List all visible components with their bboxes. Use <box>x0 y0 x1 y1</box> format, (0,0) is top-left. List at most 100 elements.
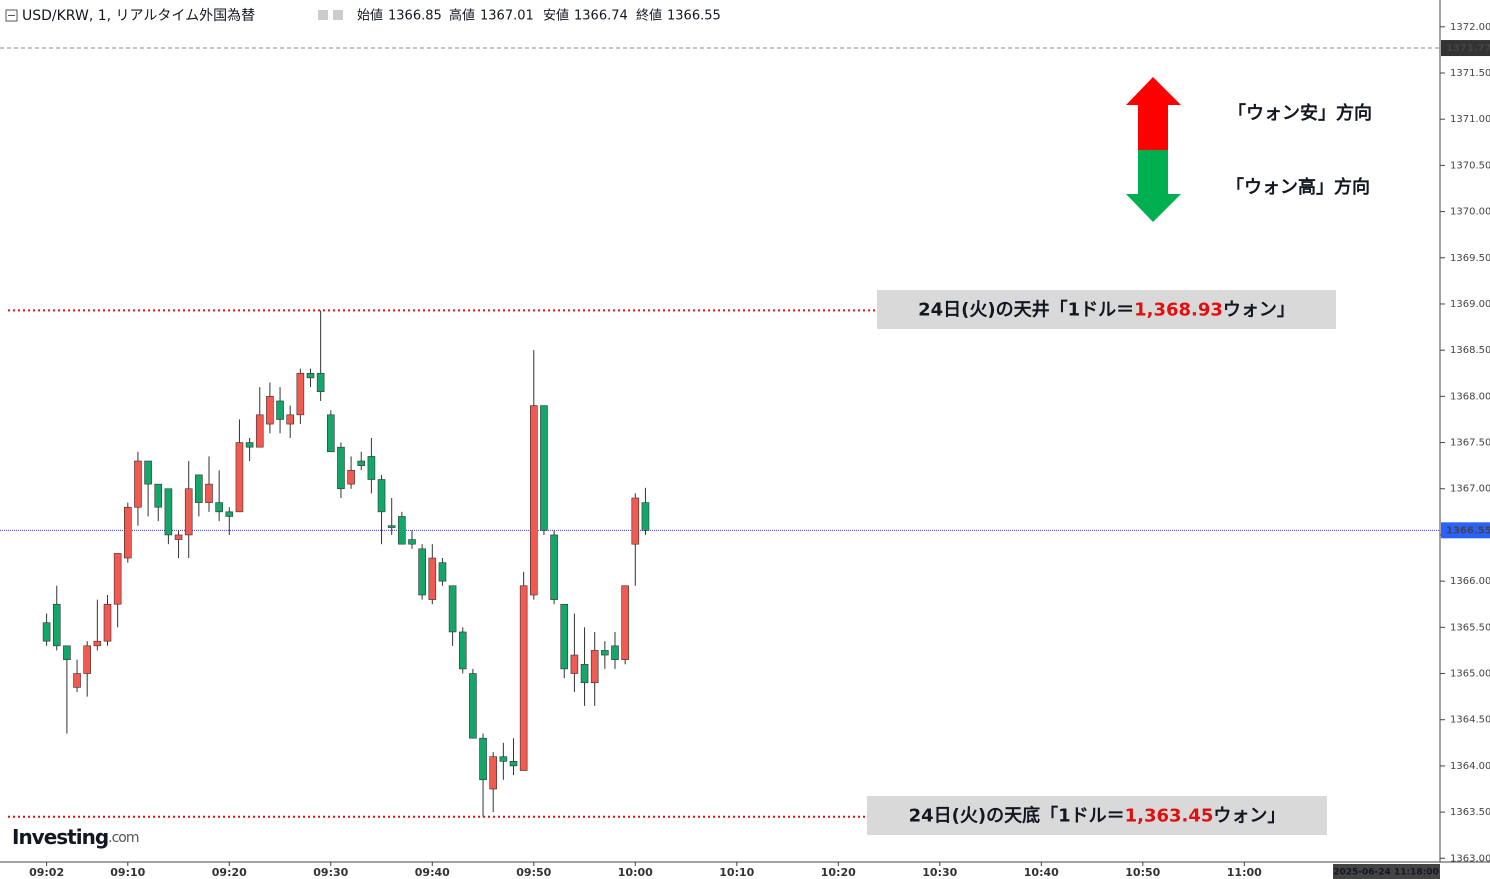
x-tick-label: 10:30 <box>922 866 957 879</box>
stat-label: 安値 <box>543 8 569 24</box>
price-label-bg <box>1441 522 1490 539</box>
candle-body <box>367 456 376 480</box>
candle-body <box>83 645 91 674</box>
candle-body <box>601 650 609 656</box>
candle-body <box>42 622 51 642</box>
price-label: 1371.77 <box>1446 43 1490 54</box>
x-tick-label: 11:00 <box>1227 866 1262 879</box>
stat-label: 終値 <box>636 8 662 24</box>
price-label: 1366.55 <box>1446 525 1490 536</box>
annotation-text: 24日(火)の天井「1ドル＝1,368.93ウォン」 <box>918 299 1295 321</box>
candle-body <box>306 372 315 379</box>
candle-body <box>103 603 112 642</box>
candle-body <box>529 405 538 596</box>
x-tick-label: 10:40 <box>1024 866 1059 879</box>
candle-body <box>621 585 629 660</box>
candle-body <box>235 442 244 513</box>
stat-label: 高値 <box>449 8 475 24</box>
candle-body <box>580 663 589 684</box>
candle-body <box>195 474 203 503</box>
stat-value: 1367.01 <box>480 9 534 24</box>
candle-body <box>205 483 213 503</box>
x-tick-label: 09:40 <box>415 866 450 879</box>
candle-body <box>590 650 599 684</box>
candle-body <box>448 585 457 633</box>
price-label-bg <box>1441 40 1490 57</box>
x-tick-label: 09:10 <box>110 866 145 879</box>
watermark: Investing.com <box>12 825 139 849</box>
x-tick-label: 10:50 <box>1125 866 1160 879</box>
candle-body <box>73 673 81 688</box>
up-arrow <box>1126 77 1181 150</box>
annotation-prefix: 24日(火)の天井「1ドル＝ <box>918 299 1134 321</box>
candle-body <box>255 414 264 448</box>
candle-body <box>479 737 487 781</box>
stat-value: 1366.85 <box>388 9 442 24</box>
candle-body <box>113 553 122 605</box>
candle-body <box>286 414 295 425</box>
candle-body <box>184 488 193 536</box>
candle-body <box>377 479 386 513</box>
y-tick-label: 1368.50 <box>1450 345 1490 356</box>
candle-body <box>266 396 274 425</box>
candle-body <box>316 372 325 393</box>
x-tick-label: 10:10 <box>719 866 754 879</box>
candle-body <box>398 516 406 545</box>
settings-icon[interactable] <box>333 10 343 20</box>
y-tick-label: 1369.00 <box>1450 299 1490 310</box>
legend-up-text: 「ウォン安」方向 <box>1228 102 1372 124</box>
timestamp: 2025-06-24 11:18:00 <box>1333 868 1438 878</box>
candle-body <box>631 497 640 545</box>
settings-icon[interactable] <box>318 10 328 20</box>
stat-value: 1366.74 <box>574 9 628 24</box>
candle-body <box>63 645 71 660</box>
candle-body <box>347 469 355 485</box>
candle-body <box>245 442 254 448</box>
x-tick-label: 10:00 <box>618 866 653 879</box>
candle-body <box>509 760 518 767</box>
candle-body <box>519 585 528 771</box>
y-tick-label: 1363.50 <box>1450 807 1490 818</box>
y-tick-label: 1367.50 <box>1450 438 1490 449</box>
candle-body <box>93 640 102 647</box>
candle-body <box>387 525 396 528</box>
x-tick-label: 09:50 <box>516 866 551 879</box>
candle-body <box>225 511 234 517</box>
candle-body <box>326 414 335 453</box>
candle-body <box>611 645 619 660</box>
y-tick-label: 1363.00 <box>1450 853 1490 864</box>
timestamp-bg <box>1333 864 1440 879</box>
candle-body <box>540 405 548 531</box>
annotation-suffix: ウォン」 <box>1213 806 1285 827</box>
x-tick-label: 09:30 <box>313 866 348 879</box>
y-tick-label: 1368.00 <box>1450 391 1490 402</box>
y-tick-label: 1365.50 <box>1450 622 1490 633</box>
candle-body <box>458 631 467 670</box>
legend-down-text: 「ウォン高」方向 <box>1226 176 1370 198</box>
candle-body <box>144 460 152 485</box>
candle-body <box>550 534 558 600</box>
candle-body <box>641 502 650 531</box>
collapse-icon[interactable] <box>5 9 18 22</box>
candle-body <box>418 548 426 596</box>
stat-value: 1366.55 <box>667 9 721 24</box>
y-tick-label: 1372.00 <box>1450 22 1490 33</box>
candle-body <box>276 400 284 420</box>
y-tick-label: 1365.00 <box>1450 669 1490 680</box>
candle-body <box>296 372 305 416</box>
candle-body <box>438 562 447 582</box>
candle-body <box>174 534 183 540</box>
candle-body <box>337 446 345 490</box>
candle-body <box>357 460 366 466</box>
y-tick-label: 1364.50 <box>1450 715 1490 726</box>
y-tick-label: 1370.00 <box>1450 207 1490 218</box>
annotation-box <box>867 796 1327 835</box>
y-tick-label: 1367.00 <box>1450 484 1490 495</box>
stat-label: 始値 <box>357 8 383 24</box>
candle-body <box>164 488 173 536</box>
candle-body <box>124 506 132 559</box>
annotation-prefix: 24日(火)の天底「1ドル＝ <box>909 805 1125 827</box>
candle-body <box>428 557 437 600</box>
